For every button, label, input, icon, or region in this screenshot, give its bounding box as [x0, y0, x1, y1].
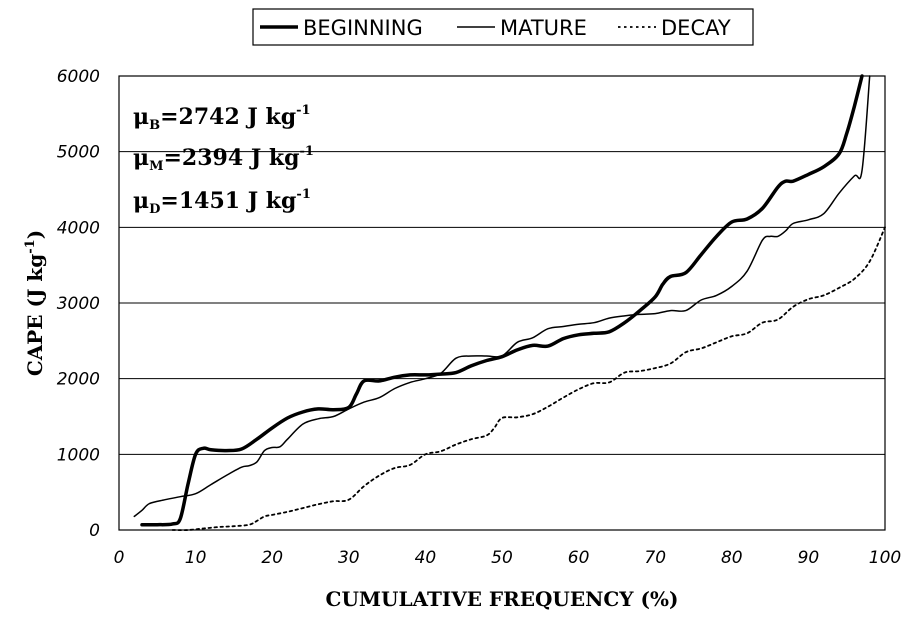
- x-tick-label-60: 60: [568, 548, 590, 568]
- annotation-superscript: -1: [296, 187, 310, 202]
- y-tick-label-2000: 2000: [57, 370, 100, 390]
- annotation-value: =1451 J kg: [160, 188, 296, 214]
- x-axis-tick-labels: 0 10 20 30 40 50 60 70 80 90 100: [114, 548, 902, 568]
- series-line-mature: [133, 75, 871, 518]
- annotation-subscript: B: [149, 118, 160, 133]
- annotation-superscript: -1: [300, 144, 314, 159]
- x-tick-label-50: 50: [491, 548, 513, 568]
- y-tick-label-1000: 1000: [57, 445, 100, 465]
- legend-beginning-label: BEGINNING: [303, 16, 423, 40]
- y-axis-title-superscript: -1: [23, 239, 38, 253]
- x-tick-label-70: 70: [644, 548, 666, 568]
- y-axis-title-main: CAPE (J kg: [23, 254, 47, 376]
- x-tick-label-90: 90: [798, 548, 820, 568]
- y-tick-label-3000: 3000: [57, 294, 100, 314]
- y-tick-label-6000: 6000: [57, 67, 100, 87]
- series-line-decay: [171, 226, 886, 532]
- legend: BEGINNING MATURE DECAY: [252, 8, 754, 46]
- y-axis-tick-labels: 0 1000 2000 3000 4000 5000 6000: [57, 67, 100, 541]
- annotation-superscript: -1: [296, 103, 310, 118]
- series-line-beginning: [140, 74, 864, 527]
- annotation-mu: μ: [133, 104, 149, 130]
- y-tick-label-5000: 5000: [57, 143, 100, 163]
- legend-box: [252, 8, 754, 46]
- x-tick-label-100: 100: [869, 548, 901, 568]
- x-tick-label-80: 80: [721, 548, 743, 568]
- annotation-subscript: D: [149, 202, 160, 217]
- series-lines: [133, 74, 886, 532]
- y-axis-title-end: ): [23, 230, 47, 239]
- x-tick-label-40: 40: [415, 548, 437, 568]
- legend-decay-label: DECAY: [661, 16, 731, 40]
- mean-annotation-b: μB=2742 J kg-1: [133, 103, 311, 133]
- x-axis-title: CUMULATIVE FREQUENCY (%): [326, 587, 679, 611]
- annotation-mu: μ: [133, 188, 149, 214]
- y-tick-label-0: 0: [89, 521, 100, 541]
- annotation-value: =2394 J kg: [164, 145, 300, 171]
- y-axis-title: CAPE (J kg-1): [23, 230, 47, 376]
- x-tick-label-30: 30: [338, 548, 360, 568]
- mean-annotation-m: μM=2394 J kg-1: [133, 144, 314, 174]
- annotation-value: =2742 J kg: [160, 104, 296, 130]
- gridlines: [119, 151, 885, 455]
- annotation-subscript: M: [149, 159, 163, 174]
- x-tick-label-10: 10: [185, 548, 207, 568]
- x-tick-label-0: 0: [114, 548, 125, 568]
- legend-mature-label: MATURE: [500, 16, 587, 40]
- mean-annotation-d: μD=1451 J kg-1: [133, 187, 311, 217]
- y-tick-label-4000: 4000: [57, 218, 100, 238]
- x-tick-label-20: 20: [261, 548, 283, 568]
- mean-annotations: μB=2742 J kg-1μM=2394 J kg-1μD=1451 J kg…: [133, 103, 314, 217]
- annotation-mu: μ: [133, 145, 149, 171]
